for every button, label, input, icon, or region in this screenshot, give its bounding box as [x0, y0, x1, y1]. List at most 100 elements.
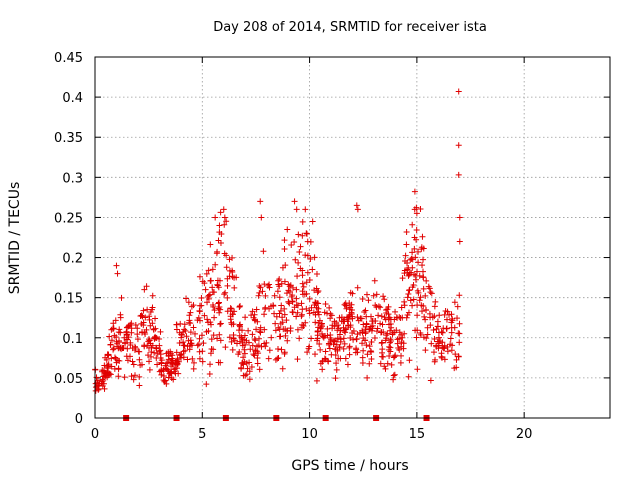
data-point — [106, 333, 113, 340]
data-point — [247, 346, 254, 353]
data-point — [407, 297, 414, 304]
data-point — [410, 296, 417, 303]
data-point — [278, 346, 285, 353]
data-point — [455, 171, 462, 178]
data-point — [308, 335, 315, 342]
data-point — [306, 276, 313, 283]
data-point — [124, 357, 131, 364]
data-point — [441, 356, 448, 363]
data-point — [285, 281, 292, 288]
data-point — [257, 198, 264, 205]
data-point — [365, 297, 372, 304]
data-point — [410, 282, 417, 289]
data-point — [332, 352, 339, 359]
data-point — [435, 334, 442, 341]
data-point — [264, 282, 271, 289]
data-point — [238, 365, 245, 372]
x-tick-label: 20 — [516, 427, 533, 442]
data-point — [377, 320, 384, 327]
data-point — [154, 361, 161, 368]
data-point — [386, 339, 393, 346]
data-point — [175, 370, 182, 377]
data-point — [296, 248, 303, 255]
data-point — [189, 355, 196, 362]
data-point — [254, 355, 261, 362]
data-point — [391, 353, 398, 360]
data-point — [127, 341, 134, 348]
data-point — [293, 286, 300, 293]
data-point — [390, 372, 397, 379]
data-point — [156, 368, 163, 375]
data-point — [132, 322, 139, 329]
data-point — [428, 290, 435, 297]
data-point — [409, 249, 416, 256]
data-point — [214, 335, 221, 342]
data-point — [187, 329, 194, 336]
data-point — [326, 304, 333, 311]
data-point — [346, 306, 353, 313]
data-point — [331, 318, 338, 325]
data-point — [293, 295, 300, 302]
data-point — [201, 280, 208, 287]
data-point — [406, 357, 413, 364]
data-point — [153, 345, 160, 352]
data-point — [217, 321, 224, 328]
data-point — [181, 321, 188, 328]
data-point — [306, 295, 313, 302]
y-tick-label: 0.3 — [62, 171, 83, 186]
data-point — [284, 327, 291, 334]
data-point — [274, 288, 281, 295]
data-point — [381, 363, 388, 370]
data-point — [346, 343, 353, 350]
data-point — [185, 337, 192, 344]
data-point — [441, 311, 448, 318]
x-tick-label: 5 — [198, 427, 206, 442]
data-point — [357, 315, 364, 322]
data-point — [271, 310, 278, 317]
data-point — [405, 291, 412, 298]
data-point — [243, 371, 250, 378]
data-point — [423, 277, 430, 284]
data-point — [286, 300, 293, 307]
data-point — [364, 374, 371, 381]
data-point — [330, 341, 337, 348]
data-point — [384, 360, 391, 367]
data-point — [287, 325, 294, 332]
data-point — [191, 330, 198, 337]
data-point — [398, 352, 405, 359]
chart-title: Day 208 of 2014, SRMTID for receiver ist… — [213, 20, 487, 35]
data-point — [118, 294, 125, 301]
data-point — [146, 337, 153, 344]
data-point — [300, 322, 307, 329]
y-tick-label: 0.1 — [62, 332, 83, 347]
data-point — [146, 366, 153, 373]
data-point — [444, 348, 451, 355]
data-point — [340, 345, 347, 352]
data-point — [242, 314, 249, 321]
data-point — [279, 365, 286, 372]
data-point — [252, 348, 259, 355]
data-point — [147, 322, 154, 329]
data-point — [199, 358, 206, 365]
data-point — [370, 292, 377, 299]
data-point — [117, 314, 124, 321]
data-point — [392, 308, 399, 315]
data-point — [136, 348, 143, 355]
data-point — [266, 305, 273, 312]
data-point — [230, 335, 237, 342]
data-point — [354, 349, 361, 356]
data-point — [251, 352, 258, 359]
data-point — [270, 302, 277, 309]
data-point — [298, 313, 305, 320]
data-point — [107, 341, 114, 348]
data-point — [381, 296, 388, 303]
data-point — [166, 370, 173, 377]
data-point — [299, 218, 306, 225]
data-point — [211, 314, 218, 321]
data-point — [203, 270, 210, 277]
data-point — [248, 364, 255, 371]
grid-lines — [95, 57, 610, 418]
data-point — [130, 376, 137, 383]
data-point — [363, 320, 370, 327]
data-point — [229, 311, 236, 318]
